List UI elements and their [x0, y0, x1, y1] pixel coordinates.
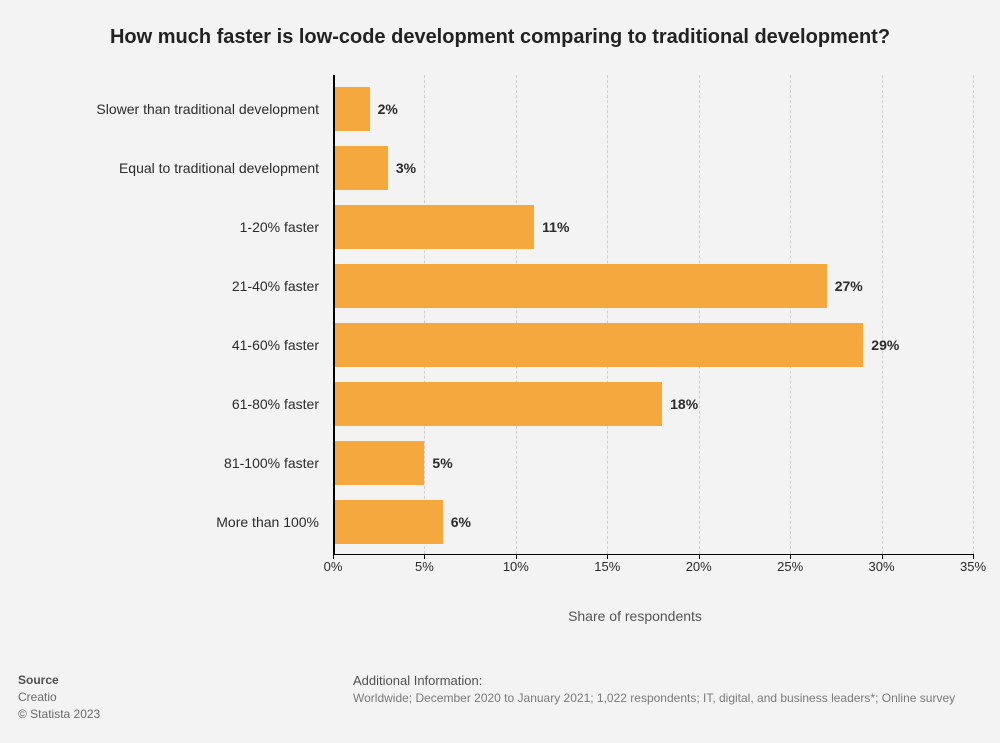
- x-tick-label: 15%: [594, 559, 620, 574]
- x-tick-label: 25%: [777, 559, 803, 574]
- x-tick-labels: 0%5%10%15%20%25%30%35%: [333, 555, 973, 575]
- additional-info-body: Worldwide; December 2020 to January 2021…: [353, 691, 982, 705]
- bar-row: Slower than traditional development2%: [333, 84, 973, 134]
- chart-area: Slower than traditional development2% Equ…: [333, 75, 973, 595]
- bar: 18%: [333, 382, 662, 426]
- bar-row: 1-20% faster11%: [333, 202, 973, 252]
- bar: 5%: [333, 441, 424, 485]
- bar-row: More than 100%6%: [333, 497, 973, 547]
- bar-value-label: 3%: [396, 160, 416, 176]
- bars-group: Slower than traditional development2% Equ…: [333, 75, 973, 555]
- bar-value-label: 2%: [378, 101, 398, 117]
- bar-row: 21-40% faster27%: [333, 261, 973, 311]
- x-tick-label: 10%: [503, 559, 529, 574]
- bar-value-label: 11%: [542, 219, 569, 235]
- x-tick-label: 5%: [415, 559, 434, 574]
- bar-row: Equal to traditional development3%: [333, 143, 973, 193]
- bar-row: 41-60% faster29%: [333, 320, 973, 370]
- chart-title: How much faster is low-code development …: [28, 26, 972, 49]
- bar-row: 61-80% faster18%: [333, 379, 973, 429]
- gridline: [973, 75, 974, 554]
- bar-value-label: 6%: [451, 514, 471, 530]
- bar: 29%: [333, 323, 863, 367]
- category-label: 81-100% faster: [19, 455, 319, 471]
- category-label: More than 100%: [19, 514, 319, 530]
- bar-value-label: 18%: [670, 396, 698, 412]
- footer: Source Creatio© Statista 2023 Additional…: [18, 673, 982, 723]
- category-label: Equal to traditional development: [19, 160, 319, 176]
- bar: 11%: [333, 205, 534, 249]
- x-axis-title: Share of respondents: [315, 608, 955, 624]
- x-tick-label: 20%: [686, 559, 712, 574]
- chart-container: How much faster is low-code development …: [0, 0, 1000, 743]
- bar-row: 81-100% faster5%: [333, 438, 973, 488]
- x-tick-label: 0%: [324, 559, 343, 574]
- additional-info-heading: Additional Information:: [353, 673, 982, 688]
- bar: 3%: [333, 146, 388, 190]
- category-label: 61-80% faster: [19, 396, 319, 412]
- bar: 6%: [333, 500, 443, 544]
- category-label: 21-40% faster: [19, 278, 319, 294]
- category-label: Slower than traditional development: [19, 101, 319, 117]
- additional-info-block: Additional Information: Worldwide; Decem…: [353, 673, 982, 705]
- plot-area: Slower than traditional development2% Equ…: [333, 75, 973, 555]
- bar-value-label: 27%: [835, 278, 863, 294]
- bar: 2%: [333, 87, 370, 131]
- category-label: 1-20% faster: [19, 219, 319, 235]
- category-label: 41-60% faster: [19, 337, 319, 353]
- bar-value-label: 29%: [871, 337, 899, 353]
- bar: 27%: [333, 264, 827, 308]
- x-tick-label: 35%: [960, 559, 986, 574]
- y-axis-baseline: [333, 75, 335, 554]
- x-tick-label: 30%: [869, 559, 895, 574]
- bar-value-label: 5%: [432, 455, 452, 471]
